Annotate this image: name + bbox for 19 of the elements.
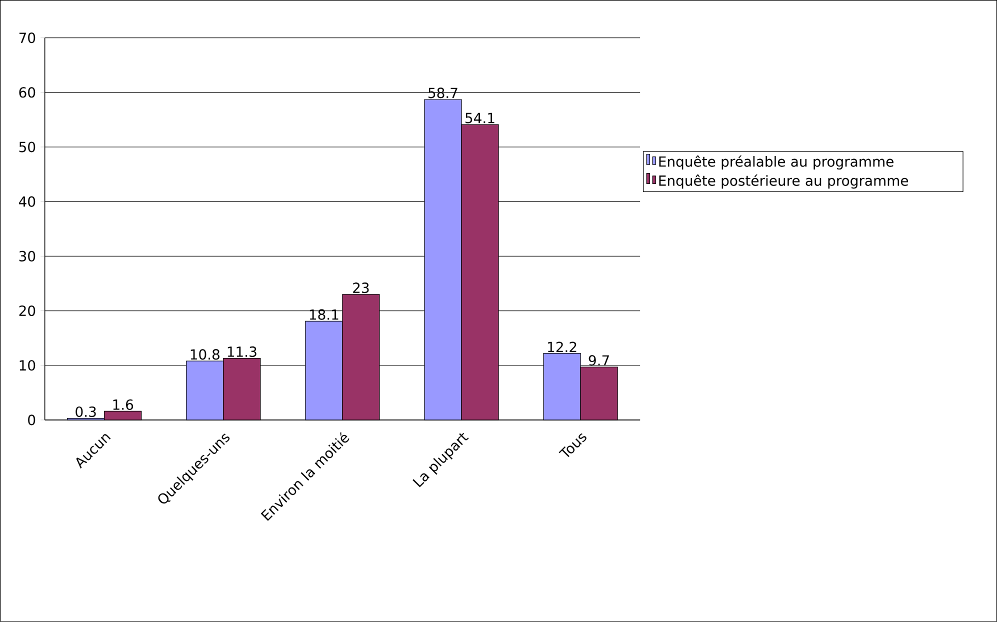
y-tick-label: 20 — [19, 306, 36, 316]
data-label: 1.6 — [113, 399, 134, 410]
data-label: 0.3 — [76, 406, 96, 418]
legend-label: Enquête postérieure au programme — [659, 174, 908, 189]
y-tick-label: 0 — [28, 414, 36, 426]
y-tick-label: 10 — [20, 360, 36, 371]
y-tick-label: 70 — [19, 32, 36, 44]
x-tick-label: Tous — [558, 433, 586, 458]
data-label: 12.2 — [548, 342, 576, 352]
data-label: 54.1 — [466, 113, 494, 124]
data-label: 23 — [353, 282, 369, 294]
data-label: 11.3 — [228, 346, 256, 358]
y-tick-label: 60 — [19, 87, 36, 98]
y-tick-label: 40 — [18, 196, 36, 207]
y-tick-label: 30 — [19, 250, 36, 262]
data-label: 9.7 — [588, 355, 609, 366]
legend-label: Enquête préalable au programme — [659, 156, 894, 170]
data-label: 10.8 — [190, 349, 220, 360]
y-tick-label: 50 — [19, 142, 36, 152]
